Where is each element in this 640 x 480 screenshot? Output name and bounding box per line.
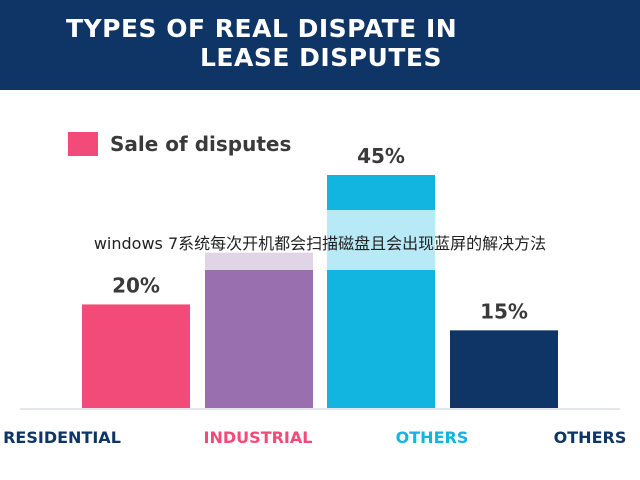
data-label-2: 45%	[357, 144, 405, 168]
chart-title-line-1: TYPES OF REAL DISPATE IN	[66, 14, 458, 43]
category-label-1: INDUSTRIAL	[204, 428, 313, 447]
bar-3	[450, 330, 558, 408]
data-label-3: 15%	[480, 299, 528, 323]
data-label-0: 20%	[112, 273, 160, 297]
chart-title-line-2: LEASE DISPUTES	[200, 43, 442, 72]
category-label-3: OTHERS	[554, 428, 627, 447]
legend-label: Sale of disputes	[110, 132, 292, 156]
watermark-overlay	[200, 210, 440, 270]
bar-0	[82, 304, 190, 408]
bar-1	[205, 252, 313, 408]
category-label-0: RESIDENTIAL	[3, 428, 121, 447]
category-label-2: OTHERS	[396, 428, 469, 447]
legend-swatch	[68, 132, 98, 156]
watermark-text: windows 7系统每次开机都会扫描磁盘且会出现蓝屏的解决方法	[93, 234, 547, 253]
bar-2	[327, 175, 435, 408]
chart-legend: Sale of disputes	[68, 132, 291, 156]
chart-header: TYPES OF REAL DISPATE IN LEASE DISPUTES	[0, 0, 640, 90]
